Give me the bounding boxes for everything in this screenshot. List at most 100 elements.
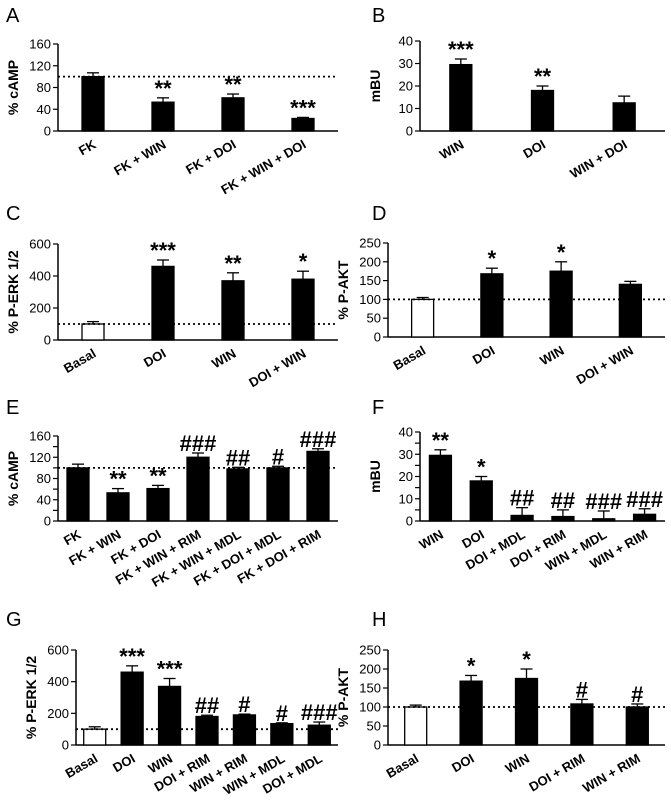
bar <box>291 278 315 341</box>
x-tick-label: DOI + RIM <box>526 751 587 795</box>
significance-label: * <box>488 246 497 271</box>
significance-label: *** <box>150 238 176 263</box>
x-tick-label: DOI + WIN <box>574 343 636 388</box>
y-tick-label: 400 <box>29 269 51 284</box>
x-tick-label: DOI <box>110 751 138 776</box>
x-tick-label: DOI <box>520 137 548 162</box>
bar <box>549 270 573 338</box>
significance-label: * <box>299 249 308 274</box>
x-tick-label: FK + WIN <box>111 137 168 179</box>
x-tick-label: Basal <box>63 751 101 781</box>
significance-label: ** <box>534 64 552 89</box>
bar <box>632 513 657 522</box>
x-tick-label: WIN <box>437 137 466 163</box>
significance-label: # <box>272 444 284 469</box>
bar <box>530 89 555 132</box>
y-tick-label: 20 <box>399 79 413 94</box>
bar <box>551 515 575 522</box>
y-tick-label: 600 <box>47 643 69 658</box>
bar <box>625 706 649 746</box>
y-tick-label: 50 <box>367 311 381 326</box>
x-tick-label: WIN + DOI <box>567 137 629 182</box>
x-tick-label: Basal <box>61 346 99 376</box>
y-tick-label: 0 <box>44 124 51 139</box>
y-tick-label: 40 <box>399 34 413 49</box>
significance-label: ## <box>195 693 219 718</box>
significance-label: ** <box>224 251 242 276</box>
significance-label: *** <box>157 657 183 682</box>
x-tick-label: DOI <box>449 751 477 776</box>
y-tick-label: 0 <box>374 330 381 345</box>
y-tick-label: 0 <box>44 333 51 348</box>
y-axis-label: % P-AKT <box>335 260 351 320</box>
x-tick-label: WIN + RIM <box>580 751 643 796</box>
significance-label: ## <box>226 445 250 470</box>
bar <box>221 280 245 341</box>
significance-label: *** <box>448 37 474 62</box>
x-tick-label: DOI <box>141 346 169 371</box>
y-tick-label: 20 <box>399 469 413 484</box>
bar <box>106 492 130 522</box>
bar <box>81 323 105 341</box>
y-tick-label: 50 <box>367 719 381 734</box>
significance-label: # <box>631 682 643 707</box>
y-axis-label: % P-ERK 1/2 <box>23 656 39 739</box>
significance-label: ## <box>510 486 534 511</box>
y-tick-label: 80 <box>37 471 51 486</box>
y-tick-label: 100 <box>359 700 381 715</box>
y-tick-label: 0 <box>374 738 381 753</box>
y-tick-label: 80 <box>37 80 51 95</box>
y-tick-label: 120 <box>29 450 51 465</box>
x-tick-label: WIN <box>503 751 532 777</box>
x-tick-label: FK <box>61 526 84 548</box>
bar <box>469 480 493 522</box>
panel-label: B <box>372 5 385 27</box>
bar <box>618 283 643 338</box>
significance-label: ### <box>300 427 337 452</box>
y-tick-label: 150 <box>359 273 381 288</box>
bar <box>514 677 539 746</box>
panel-label: H <box>372 609 386 631</box>
bar <box>146 487 170 522</box>
y-tick-label: 200 <box>359 254 381 269</box>
bar <box>307 724 331 746</box>
x-tick-label: WIN <box>537 343 566 369</box>
significance-label: # <box>576 677 588 702</box>
bar <box>480 273 504 338</box>
y-axis-label: % P-AKT <box>335 668 351 728</box>
x-tick-label: WIN <box>417 527 446 553</box>
significance-label: # <box>238 692 250 717</box>
y-tick-label: 0 <box>62 738 69 753</box>
bar <box>428 454 453 522</box>
bar <box>157 685 182 746</box>
panel-d: D 0 50 100 150 200 250 % P-AKT Basal * DOI * WIN DOI … <box>335 203 665 387</box>
panel-label: E <box>6 397 19 419</box>
x-tick-label: DOI <box>470 343 498 368</box>
bar <box>270 722 294 746</box>
y-tick-label: 30 <box>399 56 413 71</box>
bar <box>459 680 483 746</box>
panel-label: G <box>6 609 22 631</box>
y-tick-label: 200 <box>359 662 381 677</box>
significance-label: ** <box>224 72 242 97</box>
significance-label: ### <box>301 700 338 725</box>
bar <box>66 467 90 522</box>
y-tick-label: 250 <box>359 236 381 251</box>
panel-b: B 0 10 20 30 40 mBU *** WIN ** DOI WIN + DOI <box>367 5 665 181</box>
bar <box>570 703 594 746</box>
bar <box>404 706 428 746</box>
significance-label: * <box>477 455 486 480</box>
significance-label: ### <box>585 489 622 514</box>
y-axis-label: % cAMP <box>5 60 21 115</box>
significance-label: ** <box>109 467 127 492</box>
y-axis-label: mBU <box>367 460 383 493</box>
panel-label: F <box>372 397 384 419</box>
y-tick-label: 160 <box>29 429 51 444</box>
bar <box>510 514 534 522</box>
y-axis-label: % cAMP <box>5 451 21 506</box>
y-tick-label: 10 <box>399 491 413 506</box>
x-tick-label: Basal <box>384 751 422 781</box>
